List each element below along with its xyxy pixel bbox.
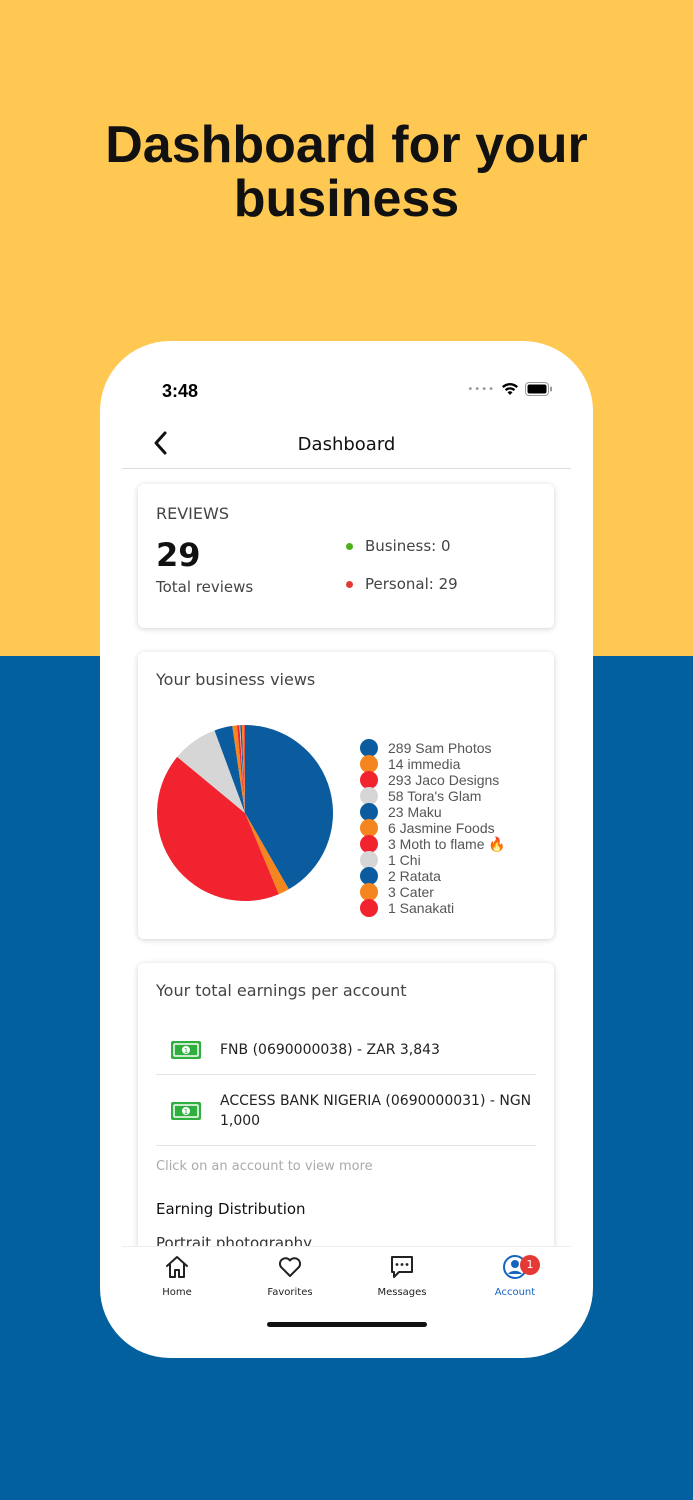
business-dot-icon [346,542,353,550]
pie-slice [232,725,245,813]
account-label: ACCESS BANK NIGERIA (0690000031) - NGN 1… [220,1092,532,1129]
battery-icon [525,382,552,396]
legend-item: 3 Cater [360,883,506,901]
earnings-title: Your total earnings per account [156,981,407,1000]
back-arrow-icon[interactable] [150,429,174,457]
pie-slice [240,725,245,813]
home-icon [166,1256,188,1278]
legend-label: 3 Cater [388,884,434,900]
views-legend: 289 Sam Photos 14 immedia 293 Jaco Designs… [360,739,506,917]
pie-slice [245,813,289,895]
legend-swatch [360,819,378,837]
wifi-icon [502,383,518,395]
status-icons: •••• [467,382,553,396]
pie-slice [244,725,245,813]
legend-label: 289 Sam Photos [388,740,492,756]
account-row-fnb[interactable]: 1 FNB (0690000038) - ZAR 3,843 [156,1025,536,1075]
legend-item: 289 Sam Photos [360,739,506,757]
heart-icon [278,1257,302,1277]
pie-slice [245,725,333,890]
pie-slice [239,725,245,813]
legend-swatch [360,787,378,805]
legend-swatch [360,835,378,853]
phone-screen: 3:48 •••• Dashboard REVIEWS 29 Total rev… [100,341,593,1358]
svg-text:1: 1 [184,1108,188,1116]
legend-swatch [360,755,378,773]
legend-swatch [360,739,378,757]
legend-label: 23 Maku [388,804,442,820]
legend-item: 2 Ratata [360,867,506,885]
tab-messages[interactable]: Messages [357,1253,447,1298]
personal-reviews-label: Personal: 29 [365,575,458,593]
legend-swatch [360,771,378,789]
legend-item: 3 Moth to flame 🔥 [360,835,506,853]
legend-item: 1 Chi [360,851,506,869]
headline: Dashboard for your business [0,118,693,226]
pie-slice [241,725,245,813]
tab-bar: Home Favorites Messages 1 Account [122,1246,571,1316]
pie-slice [156,756,279,901]
legend-label: 3 Moth to flame 🔥 [388,835,506,852]
legend-item: 58 Tora's Glam [360,787,506,805]
business-views-card: Your business views 289 Sam Photos 14 imm… [138,652,554,939]
reviews-card: REVIEWS 29 Total reviews Business: 0 Per… [138,484,554,628]
home-indicator [267,1322,427,1327]
headline-line2: business [233,170,460,228]
business-reviews-label: Business: 0 [365,537,451,555]
personal-dot-icon [346,580,353,588]
pie-slice [237,725,245,813]
legend-swatch [360,803,378,821]
money-icon: 1 [171,1101,201,1120]
pie-slice [177,730,245,813]
tab-account[interactable]: 1 Account [470,1253,560,1298]
legend-swatch [360,867,378,885]
legend-label: 58 Tora's Glam [388,788,482,804]
legend-label: 14 immedia [388,756,461,772]
account-row-access-bank[interactable]: 1 ACCESS BANK NIGERIA (0690000031) - NGN… [156,1076,536,1146]
distribution-title: Earning Distribution [156,1200,306,1218]
earnings-card: Your total earnings per account 1 FNB (0… [138,963,554,1293]
reviews-total-label: Total reviews [156,578,254,596]
account-label: FNB (0690000038) - ZAR 3,843 [220,1041,440,1058]
tab-favorites-label: Favorites [267,1287,313,1298]
legend-item: 6 Jasmine Foods [360,819,506,837]
status-time: 3:48 [162,381,199,401]
nav-bar: Dashboard [122,421,571,469]
legend-label: 293 Jaco Designs [388,772,500,788]
legend-label: 1 Chi [388,852,421,868]
headline-line1: Dashboard for your [105,116,588,174]
tab-messages-label: Messages [377,1287,427,1298]
legend-swatch [360,883,378,901]
tab-home[interactable]: Home [132,1253,222,1298]
page-title: Dashboard [297,434,396,455]
notification-badge: 1 [520,1255,540,1275]
legend-item: 23 Maku [360,803,506,821]
legend-label: 1 Sanakati [388,900,455,916]
tab-account-label: Account [494,1287,536,1298]
accounts-hint: Click on an account to view more [156,1159,373,1174]
legend-swatch [360,899,378,917]
tab-home-label: Home [162,1287,192,1298]
legend-label: 2 Ratata [388,868,441,884]
reviews-label: REVIEWS [156,504,229,523]
reviews-total: 29 [156,536,201,574]
tab-favorites[interactable]: Favorites [245,1253,335,1298]
business-reviews-stat: Business: 0 [346,537,451,555]
signal-dots-icon: •••• [467,383,495,395]
legend-label: 6 Jasmine Foods [388,820,495,836]
views-title: Your business views [156,670,316,689]
svg-text:1: 1 [184,1047,188,1055]
legend-item: 14 immedia [360,755,506,773]
chat-icon [391,1256,413,1278]
personal-reviews-stat: Personal: 29 [346,575,458,593]
legend-item: 1 Sanakati [360,899,506,917]
pie-slice [214,725,245,813]
money-icon: 1 [171,1040,201,1059]
views-pie-chart [156,725,333,901]
legend-swatch [360,851,378,869]
legend-item: 293 Jaco Designs [360,771,506,789]
